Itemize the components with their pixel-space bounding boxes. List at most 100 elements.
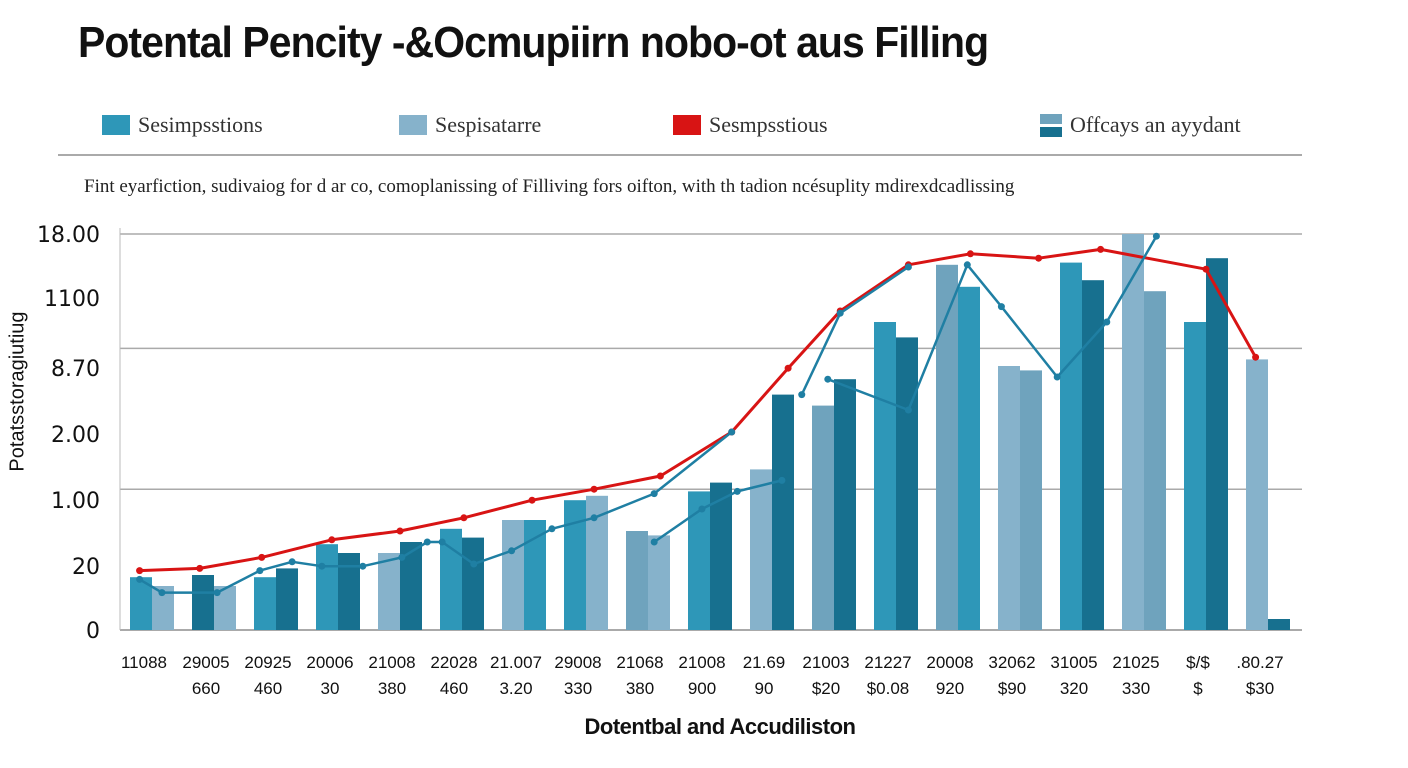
bar [1060, 262, 1082, 630]
line-point [650, 490, 658, 498]
x-tick-label: $/$ [1186, 653, 1210, 672]
line-point [824, 375, 832, 383]
bar [586, 495, 608, 630]
bar [834, 379, 856, 630]
line-point [656, 472, 664, 480]
line-point [158, 589, 166, 597]
bar [874, 322, 896, 630]
bar [772, 394, 794, 630]
bar [338, 553, 360, 630]
bar [524, 520, 546, 630]
bar [1246, 359, 1268, 630]
line-point [548, 525, 556, 533]
blue-series-line [653, 479, 783, 544]
x-tick-label: 21.007 [490, 653, 542, 672]
bar [1020, 370, 1042, 630]
line-point [778, 476, 786, 484]
x-tick-label: 330 [1122, 679, 1150, 698]
line-point [733, 487, 741, 495]
x-tick-label: 22028 [430, 653, 477, 672]
line-point [698, 505, 706, 513]
x-tick-label: $0.08 [867, 679, 910, 698]
x-tick-label: 3.20 [499, 679, 532, 698]
line-point [398, 553, 406, 561]
chart-subtitle: Fint eyarfiction, sudivaiog for d ar co,… [84, 176, 1015, 197]
x-tick-label: 32062 [988, 653, 1035, 672]
x-tick-label: .80.27 [1236, 653, 1283, 672]
x-tick-label: 31005 [1050, 653, 1097, 672]
line-point [136, 567, 144, 575]
line-point [528, 496, 536, 504]
x-tick-label: 460 [440, 679, 468, 698]
line-point [438, 538, 446, 546]
legend-item-4: Offcays an ayydant [1040, 112, 1241, 138]
legend-swatch [102, 115, 130, 135]
bar [214, 586, 236, 630]
x-tick-label: 29008 [554, 653, 601, 672]
line-point [213, 589, 221, 597]
bar [936, 264, 958, 630]
line-point [328, 536, 336, 544]
bar [1082, 280, 1104, 630]
bar [564, 500, 586, 630]
bar [502, 520, 524, 630]
legend-label: Sesimpsstions [138, 112, 263, 137]
x-tick-label: 920 [936, 679, 964, 698]
line-point [1103, 318, 1111, 326]
chart-title: Potental Pencity -&Ocmupiirn nobo-ot aus… [78, 18, 989, 67]
x-tick-label: 21025 [1112, 653, 1159, 672]
blue-series-line [138, 431, 733, 594]
line-point [966, 250, 974, 258]
x-tick-label: 21.69 [743, 653, 786, 672]
legend-swatch [673, 115, 701, 135]
divider [58, 154, 1302, 156]
x-tick-label: 380 [626, 679, 654, 698]
line-point [836, 309, 844, 317]
bar [812, 405, 834, 630]
x-tick-label: 660 [192, 679, 220, 698]
line-point [590, 514, 598, 522]
red-series-line [139, 247, 1257, 573]
x-tick-label: 20008 [926, 653, 973, 672]
bar [276, 568, 298, 630]
bar [648, 535, 670, 630]
y-tick-label: 18.00 [37, 223, 100, 248]
bar [254, 577, 276, 630]
x-tick-label: 460 [254, 679, 282, 698]
line-point [1053, 373, 1061, 381]
bar [958, 286, 980, 630]
bar [1122, 234, 1144, 630]
line-point [904, 406, 912, 414]
y-tick-label: 8.70 [51, 357, 100, 382]
line-point [396, 527, 404, 535]
bar [1206, 258, 1228, 630]
line-point [1035, 254, 1043, 262]
line-point [318, 562, 326, 570]
x-tick-label: 900 [688, 679, 716, 698]
bar [896, 337, 918, 630]
line-point [997, 303, 1005, 311]
line-point [196, 564, 204, 572]
y-tick-label: 20 [72, 555, 100, 580]
bar [1144, 291, 1166, 630]
line-point [288, 558, 296, 566]
line-point [460, 514, 468, 522]
line-point [784, 364, 792, 372]
x-axis-title: Dotentbal and Accudiliston [584, 714, 856, 739]
bar [626, 531, 648, 630]
line-point [258, 553, 266, 561]
line-point [1202, 265, 1210, 273]
x-tick-label: $30 [1246, 679, 1274, 698]
x-tick-label: $ [1193, 679, 1203, 698]
line-point [728, 428, 736, 436]
line-point [423, 538, 431, 546]
bar [316, 544, 338, 630]
x-tick-label: 21008 [678, 653, 725, 672]
bar [152, 586, 174, 630]
x-tick-label: 330 [564, 679, 592, 698]
line-point [650, 538, 658, 546]
bar [998, 366, 1020, 630]
line-point [798, 391, 806, 399]
line-point [1152, 232, 1160, 240]
